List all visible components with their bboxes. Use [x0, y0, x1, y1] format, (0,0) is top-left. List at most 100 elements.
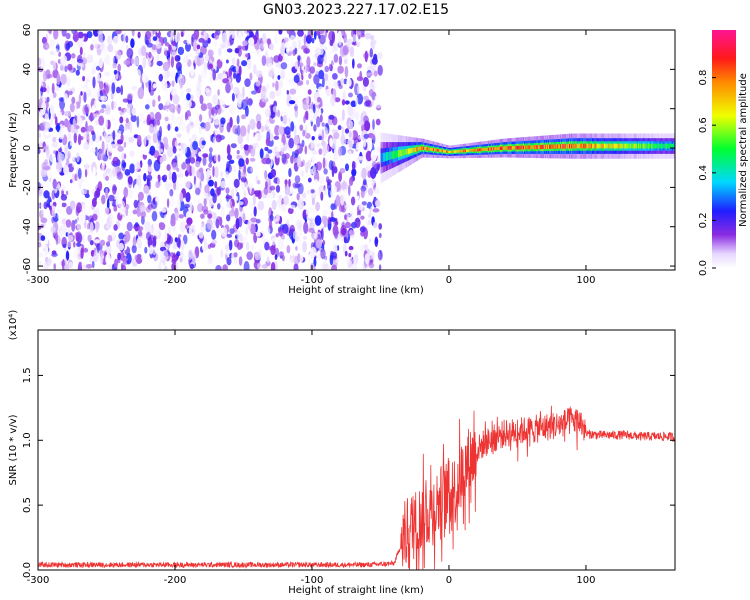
heatmap-signal-cell: [602, 143, 605, 149]
heatmap-signal-cell: [473, 148, 476, 152]
heatmap-noise-cell: [100, 39, 105, 51]
heatmap-noise-cell: [295, 246, 298, 251]
heatmap-noise-cell: [250, 167, 254, 172]
heatmap-noise-cell: [147, 60, 151, 67]
heatmap-noise-cell: [316, 143, 321, 148]
heatmap-signal-cell: [403, 149, 406, 156]
heatmap-noise-cell: [288, 100, 296, 105]
heatmap-noise-cell: [309, 217, 313, 225]
heatmap-signal-cell: [622, 143, 625, 149]
heatmap-noise-cell: [198, 38, 205, 43]
heatmap-noise-cell: [180, 240, 185, 251]
heatmap-signal-cell: [642, 143, 645, 149]
heatmap-noise-cell: [51, 109, 55, 120]
heatmap-noise-cell: [220, 227, 228, 237]
heatmap-noise-cell: [88, 155, 92, 161]
heatmap-noise-cell: [214, 166, 219, 179]
heatmap-signal-cell: [585, 143, 588, 149]
heatmap-noise-cell: [91, 261, 95, 269]
heatmap-noise-cell: [226, 48, 233, 53]
heatmap-noise-cell: [86, 47, 91, 55]
heatmap-noise-cell: [193, 175, 197, 186]
heatmap-noise-cell: [164, 143, 168, 150]
heatmap-noise-cell: [125, 35, 129, 43]
heatmap-noise-cell: [340, 225, 347, 235]
heatmap-noise-cell: [123, 32, 126, 43]
heatmap-noise-cell: [65, 190, 69, 196]
heatmap-noise-cell: [249, 72, 253, 81]
heatmap-noise-cell: [329, 254, 334, 266]
heatmap-noise-cell: [341, 99, 346, 106]
heatmap-signal-cell: [659, 143, 662, 149]
heatmap-signal-cell: [407, 148, 410, 155]
heatmap-noise-cell: [220, 43, 226, 49]
heatmap-noise-cell: [245, 241, 250, 251]
heatmap-signal-cell: [563, 144, 566, 149]
heatmap-noise-cell: [126, 103, 133, 115]
heatmap-noise-cell: [51, 250, 57, 255]
heatmap-noise-cell: [219, 216, 223, 227]
heatmap-noise-cell: [229, 228, 235, 235]
heatmap-noise-cell: [219, 57, 226, 62]
heatmap-signal-cell: [592, 143, 594, 149]
heatmap-noise-cell: [337, 30, 342, 41]
heatmap-signal-cell: [613, 143, 616, 149]
heatmap-signal-cell: [582, 143, 584, 149]
heatmap-noise-cell: [201, 140, 206, 146]
heatmap-noise-cell: [203, 198, 207, 207]
heatmap-signal-cell: [565, 144, 568, 149]
heatmap-noise-cell: [341, 126, 345, 137]
heatmap-noise-cell: [91, 105, 96, 113]
heatmap-noise-cell: [264, 181, 268, 190]
heatmap-noise-cell: [288, 178, 291, 188]
heatmap-noise-cell: [139, 204, 146, 212]
heatmap-noise-cell: [253, 190, 261, 197]
heatmap-noise-cell: [85, 229, 92, 234]
heatmap-noise-cell: [178, 214, 184, 219]
heatmap-noise-cell: [208, 162, 213, 168]
heatmap-signal-cell: [518, 145, 521, 150]
heatmap-signal-cell: [542, 144, 545, 149]
heatmap-noise-cell: [174, 209, 179, 221]
heatmap-noise-cell: [124, 169, 131, 176]
heatmap-noise-cell: [90, 87, 98, 99]
heatmap-noise-cell: [64, 118, 69, 128]
heatmap-noise-cell: [304, 145, 308, 155]
heatmap-noise-cell: [64, 264, 70, 270]
heatmap-noise-cell: [77, 58, 84, 64]
heatmap-noise-cell: [141, 74, 149, 83]
heatmap-noise-cell: [111, 55, 115, 64]
heatmap-noise-cell: [43, 201, 48, 210]
heatmap-noise-cell: [46, 96, 50, 103]
heatmap-noise-cell: [296, 156, 302, 168]
heatmap-signal-cell: [547, 144, 549, 149]
heatmap-noise-cell: [321, 122, 325, 127]
heatmap-noise-cell: [347, 203, 354, 211]
heatmap-noise-cell: [208, 63, 214, 69]
heatmap-noise-cell: [303, 221, 309, 234]
heatmap-noise-cell: [368, 140, 373, 151]
heatmap-noise-cell: [290, 188, 297, 195]
heatmap-noise-cell: [64, 65, 68, 73]
heatmap-noise-cell: [363, 133, 369, 139]
heatmap-noise-cell: [356, 76, 364, 82]
heatmap-noise-cell: [107, 234, 113, 243]
heatmap-noise-cell: [339, 91, 344, 99]
heatmap-noise-cell: [316, 116, 321, 128]
heatmap-noise-cell: [288, 137, 295, 149]
heatmap-noise-cell: [189, 263, 195, 270]
heatmap-noise-cell: [177, 55, 181, 62]
heatmap-noise-cell: [278, 30, 283, 35]
heatmap-noise-cell: [247, 186, 250, 192]
heatmap-noise-cell: [80, 91, 83, 96]
heatmap-noise-cell: [230, 83, 234, 90]
heatmap-noise-cell: [105, 175, 109, 181]
heatmap-signal-cell: [543, 144, 546, 149]
heatmap-noise-cell: [283, 195, 289, 206]
heatmap-noise-cell: [275, 185, 281, 193]
heatmap-signal-cell: [445, 150, 447, 153]
heatmap-noise-cell: [215, 264, 222, 270]
heatmap-noise-cell: [341, 181, 348, 192]
heatmap-signal-cell: [533, 145, 536, 150]
heatmap-noise-cell: [111, 117, 116, 122]
